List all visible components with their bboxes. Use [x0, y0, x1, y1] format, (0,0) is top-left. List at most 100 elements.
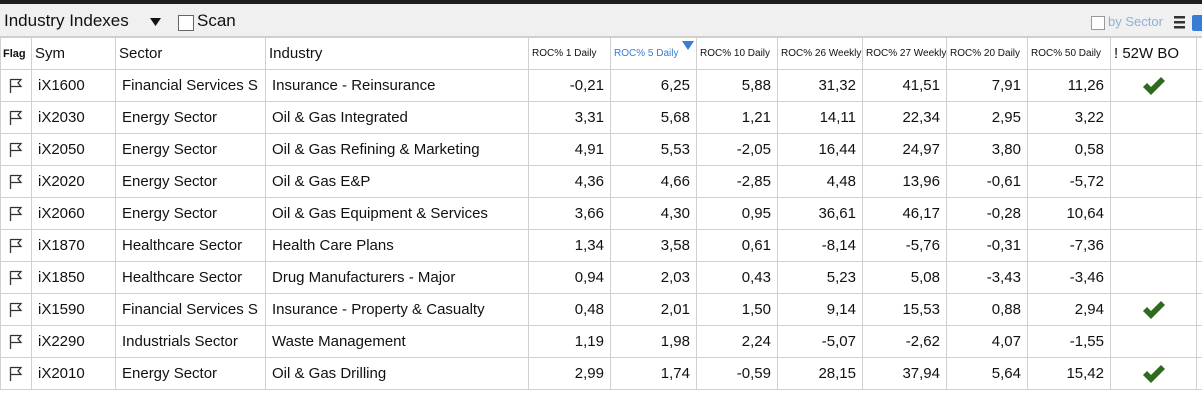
number-cell: 4,36	[528, 165, 611, 198]
text-cell: Energy Sector	[115, 197, 266, 230]
flag-icon[interactable]	[9, 206, 23, 222]
column-header[interactable]: Flag	[0, 37, 32, 70]
number-cell: 3,31	[528, 101, 611, 134]
text-cell: Oil & Gas Integrated	[265, 101, 529, 134]
top-bar	[0, 0, 1202, 4]
number-cell: 13,96	[862, 165, 947, 198]
dropdown-arrow[interactable]	[150, 18, 161, 26]
flag-cell	[0, 325, 32, 358]
text-cell: Energy Sector	[115, 101, 266, 134]
flag-cell	[0, 165, 32, 198]
extra-cell	[1196, 197, 1202, 230]
text-cell: iX2290	[31, 325, 116, 358]
flag-icon[interactable]	[9, 174, 23, 190]
flag-cell	[0, 133, 32, 166]
header-row: Flag Sym Sector Industry ROC% 1 Daily ROC% 5 …	[0, 37, 1202, 70]
by-sector-checkbox[interactable]	[1091, 16, 1105, 30]
number-cell: -3,43	[946, 261, 1028, 294]
text-cell: Energy Sector	[115, 357, 266, 390]
text-cell: Healthcare Sector	[115, 261, 266, 294]
number-cell: 0,61	[696, 229, 778, 262]
text-cell: iX2020	[31, 165, 116, 198]
flag-icon[interactable]	[9, 238, 23, 254]
number-cell: 10,64	[1027, 197, 1111, 230]
number-cell: 46,17	[862, 197, 947, 230]
by-sector-label[interactable]: by Sector	[1108, 14, 1163, 29]
column-header[interactable]: ROC% 26 Weekly	[777, 37, 863, 70]
column-header[interactable]: ! 52W BO	[1110, 37, 1197, 70]
sort-arrow	[682, 41, 694, 50]
column-header[interactable]: ROC% 20 Daily	[946, 37, 1028, 70]
extra-cell	[1196, 261, 1202, 294]
check-shape	[1142, 364, 1165, 383]
number-cell: 4,91	[528, 133, 611, 166]
extra-cell	[1196, 325, 1202, 358]
flag-icon[interactable]	[9, 270, 23, 286]
number-cell: 2,94	[1027, 293, 1111, 326]
number-cell: 2,99	[528, 357, 611, 390]
toolbar-icons[interactable]	[1174, 15, 1202, 31]
flag-icon[interactable]	[9, 78, 23, 94]
number-cell: 4,07	[946, 325, 1028, 358]
text-cell: Drug Manufacturers - Major	[265, 261, 529, 294]
table-row: iX1850 Healthcare Sector Drug Manufacturer…	[0, 261, 1202, 294]
column-header[interactable]: ROC% 10 Daily	[696, 37, 778, 70]
flag-icon[interactable]	[9, 110, 23, 126]
column-header[interactable]: Sector	[115, 37, 266, 70]
column-header[interactable]: ROC% 50 Daily	[1027, 37, 1111, 70]
column-header[interactable]: ROC% 1 Daily	[528, 37, 611, 70]
number-cell: -0,59	[696, 357, 778, 390]
column-header[interactable]: ROC% 27 Weekly	[862, 37, 947, 70]
column-header[interactable]: Industry	[265, 37, 529, 70]
breakout-cell	[1110, 69, 1197, 102]
text-cell: Industrials Sector	[115, 325, 266, 358]
flag-shape	[9, 238, 23, 254]
view-title[interactable]: Industry Indexes	[4, 11, 129, 30]
column-header[interactable]: Sym	[31, 37, 116, 70]
column-header[interactable]: ROC% 5 Daily	[610, 37, 697, 70]
number-cell: 31,32	[777, 69, 863, 102]
number-cell: 14,11	[777, 101, 863, 134]
number-cell: 24,97	[862, 133, 947, 166]
breakout-cell	[1110, 101, 1197, 134]
flag-icon[interactable]	[9, 334, 23, 350]
number-cell: 2,01	[610, 293, 697, 326]
number-cell: 5,68	[610, 101, 697, 134]
text-cell: iX1590	[31, 293, 116, 326]
text-cell: Waste Management	[265, 325, 529, 358]
flag-shape	[9, 174, 23, 190]
number-cell: 2,03	[610, 261, 697, 294]
flag-icon[interactable]	[9, 142, 23, 158]
number-cell: 0,58	[1027, 133, 1111, 166]
text-cell: Insurance - Reinsurance	[265, 69, 529, 102]
flag-icon[interactable]	[9, 302, 23, 318]
number-cell: 22,34	[862, 101, 947, 134]
data-table: Flag Sym Sector Industry ROC% 1 Daily ROC% 5 …	[0, 37, 1202, 390]
number-cell: 1,50	[696, 293, 778, 326]
text-cell: Oil & Gas Equipment & Services	[265, 197, 529, 230]
table-row: iX2050 Energy Sector Oil & Gas Refining & …	[0, 133, 1202, 166]
number-cell: 5,08	[862, 261, 947, 294]
extra-cell	[1196, 69, 1202, 102]
text-cell: Health Care Plans	[265, 229, 529, 262]
scan-label[interactable]: Scan	[197, 11, 236, 30]
flag-shape	[9, 78, 23, 94]
text-cell: Financial Services S	[115, 69, 266, 102]
number-cell: 2,95	[946, 101, 1028, 134]
extra-cell	[1196, 357, 1202, 390]
flag-icon[interactable]	[9, 366, 23, 382]
table-row: iX2060 Energy Sector Oil & Gas Equipment &…	[0, 197, 1202, 230]
scan-checkbox[interactable]	[178, 15, 194, 31]
number-cell: 28,15	[777, 357, 863, 390]
number-cell: 0,88	[946, 293, 1028, 326]
number-cell: -0,21	[528, 69, 611, 102]
extra-header	[1196, 37, 1202, 70]
number-cell: 1,19	[528, 325, 611, 358]
number-cell: -2,85	[696, 165, 778, 198]
number-cell: 2,24	[696, 325, 778, 358]
text-cell: iX1600	[31, 69, 116, 102]
number-cell: 4,66	[610, 165, 697, 198]
number-cell: 0,94	[528, 261, 611, 294]
text-cell: Financial Services S	[115, 293, 266, 326]
check-icon	[1142, 364, 1165, 383]
